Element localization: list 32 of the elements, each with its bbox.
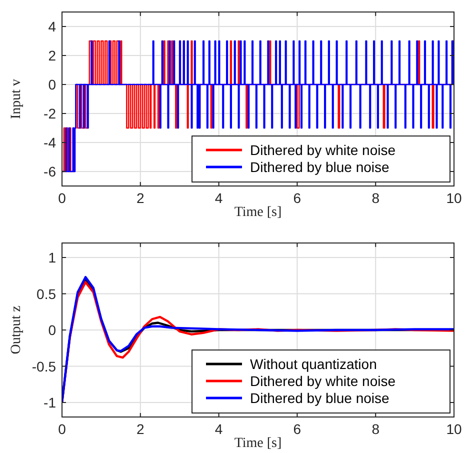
x-tick-label: 6 — [293, 190, 302, 206]
x-tick-label: 8 — [372, 190, 380, 206]
legend-label: Dithered by white noise — [250, 142, 396, 158]
y-tick-label: 4 — [48, 18, 56, 34]
legend-label: Dithered by blue noise — [250, 159, 390, 175]
x-tick-label: 4 — [214, 421, 223, 437]
y-tick-label: -6 — [44, 164, 56, 180]
y-tick-label: 1 — [48, 250, 56, 266]
y-tick-label: 0 — [48, 322, 56, 338]
y-tick-label: 0.5 — [36, 286, 56, 302]
x-tick-label: 2 — [136, 190, 144, 206]
legend-label: Dithered by blue noise — [250, 390, 390, 406]
x-tick-label: 10 — [446, 421, 462, 437]
y-tick-label: -4 — [44, 134, 56, 150]
y-axis-title: Output z — [9, 306, 24, 354]
y-axis-title: Input v — [9, 78, 24, 120]
x-tick-label: 0 — [58, 421, 66, 437]
y-tick-label: -1 — [44, 394, 56, 410]
x-axis-title: Time [s] — [234, 205, 282, 220]
y-tick-label: -0.5 — [32, 358, 56, 374]
x-axis-title: Time [s] — [234, 436, 282, 451]
legend-label: Without quantization — [250, 356, 377, 372]
x-tick-label: 4 — [214, 190, 223, 206]
y-tick-label: -2 — [44, 106, 56, 122]
x-tick-label: 8 — [372, 421, 380, 437]
y-tick-label: 0 — [48, 76, 56, 92]
legend-label: Dithered by white noise — [250, 373, 396, 389]
x-tick-label: 2 — [136, 421, 144, 437]
x-tick-label: 6 — [293, 421, 302, 437]
x-tick-label: 0 — [58, 190, 66, 206]
y-tick-label: 2 — [48, 48, 56, 64]
x-tick-label: 10 — [446, 190, 462, 206]
